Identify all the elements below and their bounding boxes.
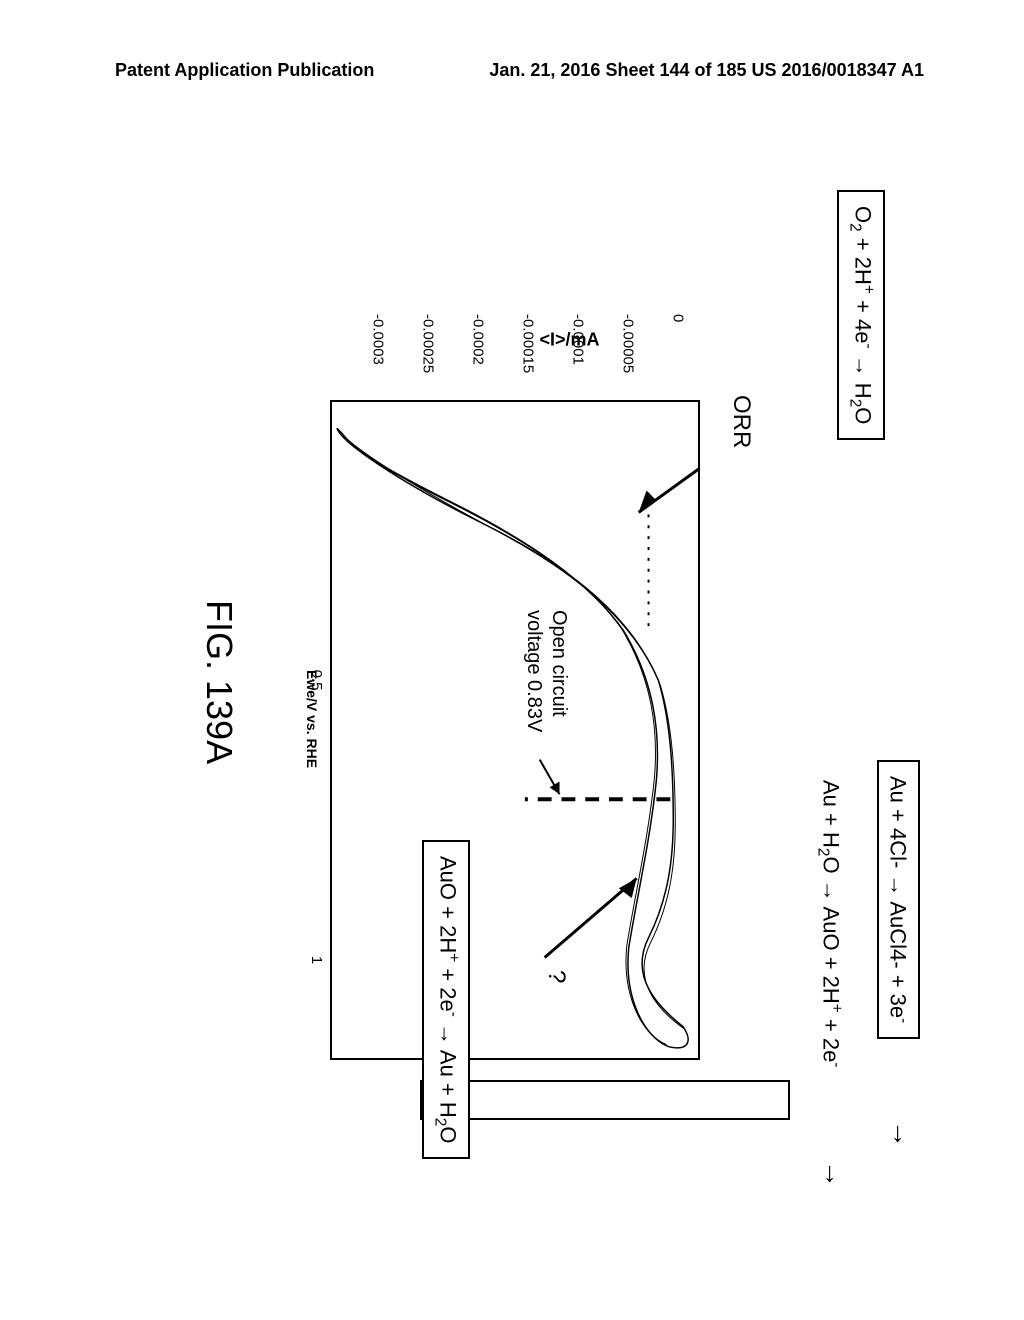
ytick-6: -0.0003 (370, 314, 387, 540)
ytick-5: -0.00025 (420, 314, 437, 540)
ytick-1: -0.00005 (620, 314, 637, 540)
arrow-right-mid: → (818, 1160, 850, 1188)
cv-curve (332, 402, 698, 1058)
arrow-right-top: → (886, 1120, 918, 1148)
xtick-1: 1 (308, 956, 325, 964)
open-circuit-2: voltage 0.83V (522, 610, 545, 732)
header-right: Jan. 21, 2016 Sheet 144 of 185 US 2016/0… (489, 60, 924, 81)
question-mark: ? (542, 970, 570, 983)
ytick-0: 0 (670, 314, 687, 540)
xtick-05: 0.5 (308, 670, 325, 691)
figure-container: O2 + 2H+ + 4e- → H2O Au + 4Cl- → AuCl4- … (100, 160, 920, 1210)
figure-label: FIG. 139A (198, 600, 240, 764)
page-header: Patent Application Publication Jan. 21, … (0, 60, 1024, 81)
reaction-au-h2o: Au + H2O → AuO + 2H+ + 2e- (813, 780, 845, 1067)
rotated-figure: O2 + 2H+ + 4e- → H2O Au + 4Cl- → AuCl4- … (100, 160, 920, 1210)
ytick-2: -0.0001 (570, 314, 587, 540)
reaction-auo-reduction: AuO + 2H+ + 2e- → Au + H2O (422, 840, 470, 1159)
reaction-orr: O2 + 2H+ + 4e- → H2O (837, 190, 885, 440)
header-left: Patent Application Publication (115, 60, 374, 81)
orr-label: ORR (727, 395, 755, 448)
ytick-4: -0.0002 (470, 314, 487, 540)
reaction-au-cl: Au + 4Cl- → AuCl4- + 3e- (877, 760, 920, 1039)
reaction-box-side (420, 1080, 790, 1120)
open-circuit-1: Open circuit (547, 610, 570, 717)
ytick-3: -0.00015 (520, 314, 537, 540)
